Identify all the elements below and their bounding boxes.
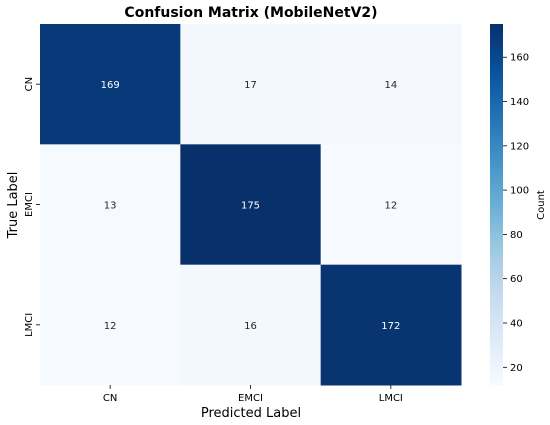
colorbar-tick-label: 80 [510,230,523,241]
colorbar-tick-label: 100 [510,186,529,197]
cell-value-label: 12 [104,321,117,332]
colorbar-tick-label: 20 [510,363,523,374]
cell-value-label: 12 [384,201,397,212]
cell-value-label: 13 [104,201,117,212]
y-tick-label: EMCI [24,192,35,217]
heatmap-cell [320,144,462,266]
cell-value-label: 175 [241,201,260,212]
cell-value-label: 16 [244,321,257,332]
y-axis-label: True Label [6,172,21,240]
colorbar [490,24,503,385]
colorbar-tick-label: 140 [510,97,529,108]
y-axis-ticks: CN EMCI LMCI [24,77,40,337]
colorbar-tick-label: 60 [510,274,523,285]
heatmap-cell [180,264,322,386]
y-tick-label: CN [24,77,35,91]
heatmap-cell [320,264,462,386]
colorbar-tick-label: 40 [510,318,523,329]
heatmap-cell [40,144,181,266]
heatmap-cell [180,24,322,145]
y-tick-label: LMCI [24,313,35,337]
heatmap-cells [40,24,462,386]
cell-value-label: 172 [381,321,400,332]
heatmap-cell [40,264,181,386]
x-axis-label: Predicted Label [201,406,301,421]
colorbar-ticks: 20 40 60 80 100 120 140 160 [503,53,529,374]
cell-value-label: 14 [384,80,397,91]
colorbar-tick-label: 160 [510,53,529,64]
heatmap-cell [320,24,462,145]
heatmap-cell [180,144,322,266]
cell-value-label: 169 [101,80,120,91]
heatmap-cell-labels: 169 17 14 13 175 12 12 16 172 [101,80,401,332]
x-axis-ticks: CN EMCI LMCI [103,385,403,404]
x-tick-label: EMCI [238,393,263,404]
cell-value-label: 17 [244,80,257,91]
chart-title: Confusion Matrix (MobileNetV2) [124,5,377,21]
heatmap-cell [40,24,181,145]
x-tick-label: LMCI [379,393,403,404]
colorbar-label: Count [536,190,547,220]
x-tick-label: CN [103,393,117,404]
colorbar-tick-label: 120 [510,141,529,152]
